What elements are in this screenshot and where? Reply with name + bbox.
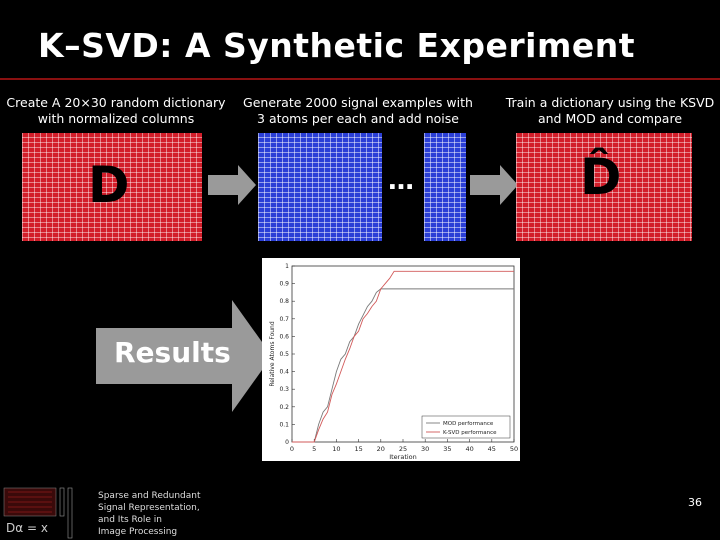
y-tick-label: 0.3 (279, 386, 289, 393)
legend-entry: K-SVD performance (443, 430, 497, 436)
dictionary-symbol: D (88, 156, 130, 214)
y-tick-label: 0.7 (279, 316, 289, 323)
arrow-right-icon (470, 165, 518, 205)
signal-examples-last-columns (424, 133, 466, 241)
x-tick-label: 50 (510, 445, 518, 453)
y-tick-label: 0.2 (279, 404, 289, 411)
plot-area (291, 265, 515, 443)
footer-line-3: and Its Role in (98, 515, 162, 525)
y-tick-label: 0 (285, 439, 289, 446)
series-line-mod (292, 288, 514, 443)
y-tick-label: 0.9 (279, 281, 289, 288)
x-tick-label: 25 (399, 445, 407, 453)
x-tick-label: 0 (290, 445, 294, 453)
x-tick-label: 30 (421, 445, 429, 453)
signal-examples-matrix (258, 133, 382, 241)
x-tick-label: 5 (312, 445, 316, 453)
page-number: 36 (688, 496, 702, 509)
footer-course-title: Sparse and Redundant Signal Representati… (98, 490, 201, 538)
legend-box (421, 415, 511, 439)
x-tick-label: 10 (332, 445, 340, 453)
step-1-caption: Create A 20×30 random dictionary with no… (2, 95, 230, 127)
y-tick-label: 0.6 (279, 333, 289, 340)
y-tick-label: 0.5 (279, 351, 289, 358)
x-tick-label: 45 (488, 445, 496, 453)
dictionary-matrix (22, 133, 202, 241)
step-2-caption: Generate 2000 signal examples with 3 ato… (242, 95, 474, 127)
series-line-ksvd (292, 270, 514, 443)
step-3-caption-line1: Train a dictionary using the KSVD (505, 95, 715, 110)
trained-dictionary-symbol: D̂ (580, 148, 622, 206)
x-tick-label: 20 (377, 445, 385, 453)
ellipsis-icon: … (388, 166, 415, 196)
x-axis-label: Iteration (389, 453, 417, 461)
step-2-caption-line1: Generate 2000 signal examples with (243, 95, 473, 110)
trained-dictionary-matrix (516, 133, 692, 241)
y-tick-label: 1 (285, 263, 289, 270)
results-chart: 0 5 10 15 20 25 30 35 40 45 50 0 0.1 0.2 0.3 0.4 0.5 0.6 0… (262, 258, 520, 461)
x-tick-label: 35 (443, 445, 451, 453)
y-tick-label: 0.8 (279, 298, 289, 305)
slide-title: K–SVD: A Synthetic Experiment (38, 26, 635, 65)
step-3-caption: Train a dictionary using the KSVD and MO… (496, 95, 720, 127)
x-tick-label: 40 (465, 445, 473, 453)
results-label: Results (114, 336, 231, 369)
footer-line-1: Sparse and Redundant (98, 491, 201, 501)
logo-icon: Dα = x (3, 487, 73, 539)
results-arrow-icon (96, 300, 272, 412)
logo-text: Dα = x (6, 521, 48, 535)
step-3-caption-line2: and MOD and compare (537, 111, 683, 126)
x-tick-label: 15 (354, 445, 362, 453)
footer-line-4: Image Processing (98, 527, 178, 537)
footer-line-2: Signal Representation, (98, 503, 200, 513)
chart-svg: 0 5 10 15 20 25 30 35 40 45 50 0 0.1 0.2 0.3 0.4 0.5 0.6 0… (269, 263, 518, 461)
y-tick-label: 0.4 (279, 369, 289, 376)
title-divider (0, 78, 720, 80)
y-axis-label: Relative Atoms Found (269, 321, 276, 387)
legend-entry: MOD performance (443, 421, 494, 427)
step-2-caption-line2: 3 atoms per each and add noise (257, 111, 459, 126)
y-tick-label: 0.1 (279, 421, 289, 428)
step-1-caption-line2: with normalized columns (37, 111, 195, 126)
arrow-right-icon (208, 165, 256, 205)
step-1-caption-line1: Create A 20×30 random dictionary (6, 95, 226, 110)
